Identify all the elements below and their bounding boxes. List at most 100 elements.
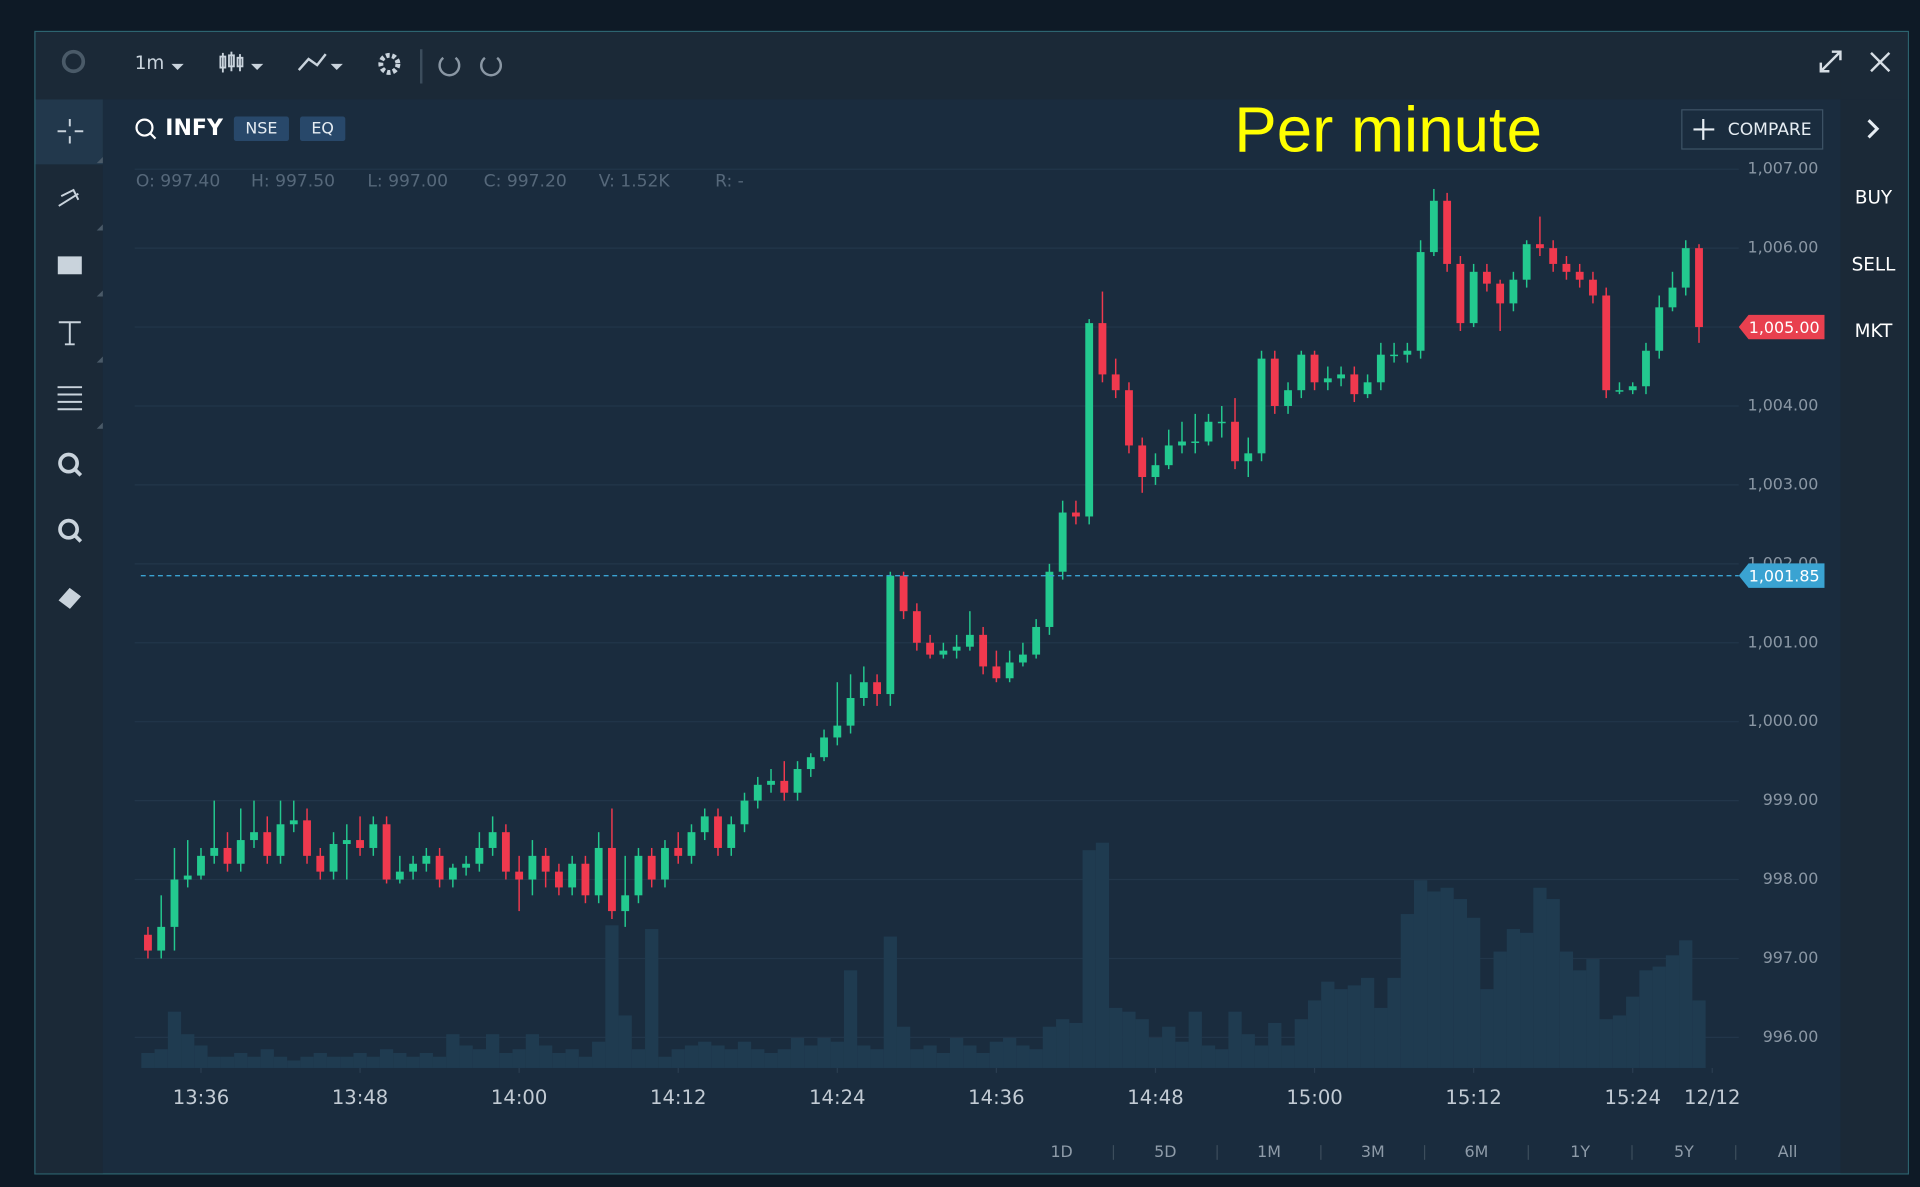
shape-tool[interactable] (57, 256, 82, 275)
close-icon[interactable] (1870, 52, 1891, 73)
undo-icon[interactable] (438, 56, 461, 77)
candle-body (687, 832, 696, 856)
volume-bar (234, 1052, 248, 1068)
candle-body (1244, 453, 1253, 462)
candle-body (1602, 295, 1611, 391)
volume-bar (1268, 1022, 1282, 1068)
candle-body (382, 824, 391, 880)
candle-body (276, 824, 285, 856)
volume-bar (698, 1041, 712, 1068)
volume-bar (1639, 970, 1653, 1068)
fib-tool[interactable] (57, 386, 83, 411)
candle-body (992, 666, 1001, 679)
candle-body (1164, 445, 1173, 466)
candle-body (1496, 283, 1505, 304)
side-button[interactable]: BUY (1855, 188, 1893, 209)
symbol[interactable]: INFY (165, 116, 224, 141)
candle-body (1178, 441, 1186, 446)
side-button[interactable]: SELL (1852, 254, 1896, 275)
info-item: H: 997.50 (251, 171, 335, 191)
candle-body (1005, 662, 1014, 679)
candle-body (1045, 571, 1054, 627)
range-button[interactable]: 5Y (1674, 1142, 1694, 1161)
volume-bar (1573, 970, 1587, 1068)
indicator-icon[interactable] (297, 53, 327, 71)
candle-body (594, 847, 603, 896)
annotation: Per minute (1234, 95, 1542, 166)
volume-bar (658, 1056, 672, 1068)
caret (251, 63, 264, 71)
candle-body (873, 682, 881, 695)
range-button[interactable]: 1D (1050, 1142, 1072, 1161)
volume-bar (313, 1052, 327, 1068)
volume-bar (525, 1034, 540, 1068)
settings-icon[interactable] (378, 52, 401, 75)
fullscreen-icon[interactable] (1819, 50, 1842, 73)
info-item: L: 997.00 (367, 171, 448, 191)
candle-body (1231, 421, 1239, 462)
range-button[interactable]: 6M (1465, 1142, 1489, 1161)
candle-body (1469, 271, 1478, 324)
candle-body (965, 634, 974, 647)
volume-bar (1387, 977, 1401, 1068)
volume-bar (1135, 1019, 1149, 1068)
candle-body (1416, 252, 1425, 351)
candle-body (1363, 382, 1372, 395)
volume-bar (486, 1034, 500, 1068)
zoom-out-tool[interactable] (58, 518, 83, 543)
candle-body (409, 863, 418, 872)
candle-body (1085, 323, 1094, 517)
range-button[interactable]: All (1778, 1142, 1798, 1161)
y-tick-label: 1,007.00 (1748, 159, 1819, 178)
volume-bar (1122, 1011, 1136, 1068)
collapse-icon[interactable] (1867, 119, 1880, 139)
eraser-tool[interactable] (58, 587, 82, 609)
zoom-in-tool[interactable] (58, 452, 83, 477)
volume-bar (1413, 880, 1428, 1068)
volume-bar (432, 1056, 447, 1068)
search-icon[interactable] (135, 118, 154, 137)
volume-bar (578, 1056, 593, 1068)
candle-body (753, 784, 762, 801)
candle-body (846, 698, 855, 726)
candle-body (1204, 421, 1213, 442)
volume-bar (1241, 1034, 1255, 1068)
volume-bar (181, 1034, 195, 1068)
compare-label[interactable]: COMPARE (1728, 120, 1812, 140)
interval[interactable]: 1m (135, 53, 165, 74)
candle-body (1138, 445, 1147, 478)
candle-body (1217, 421, 1226, 424)
range-button[interactable]: 5D (1154, 1142, 1176, 1161)
redo-icon[interactable] (480, 56, 502, 77)
candle-body (501, 832, 510, 872)
range-button[interactable]: 1Y (1570, 1142, 1590, 1161)
y-tick-label: 996.00 (1763, 1027, 1819, 1046)
trend-tool[interactable] (58, 188, 80, 207)
exchange-badge: NSE (245, 118, 277, 137)
candle-body (634, 855, 643, 896)
candle-type-icon[interactable] (219, 51, 244, 73)
text-tool[interactable] (58, 321, 81, 346)
range-button[interactable]: 1M (1257, 1142, 1281, 1161)
side-button[interactable]: MKT (1855, 321, 1893, 342)
candle-body (1111, 374, 1120, 391)
candle-body (833, 725, 842, 738)
volume-bar (1692, 1000, 1706, 1068)
volume-bar (539, 1045, 553, 1068)
volume-bar (419, 1052, 433, 1068)
right-panel (1840, 99, 1908, 1174)
price-tag-label: 1,001.85 (1749, 566, 1820, 585)
candle-body (1323, 378, 1332, 383)
candle-body (1032, 626, 1041, 655)
volume-bar (1281, 1045, 1295, 1068)
x-tick-label: 14:48 (1127, 1086, 1183, 1109)
side-buttons: BUY SELL MKT (1852, 188, 1896, 342)
crosshair-tool[interactable] (57, 119, 84, 144)
range-button[interactable]: 3M (1361, 1142, 1385, 1161)
candle-body (1151, 465, 1160, 478)
candle-body (157, 926, 166, 951)
candle-body (740, 800, 749, 825)
volume-bar (207, 1056, 221, 1068)
